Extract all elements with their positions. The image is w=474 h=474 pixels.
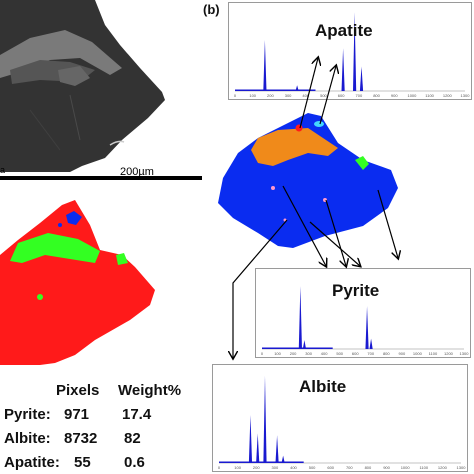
spectrum-tick-label: 1300 — [460, 351, 470, 356]
spectrum-baseline — [219, 461, 304, 463]
spectrum-tick-label: 900 — [391, 93, 398, 98]
table-header-weight: Weight% — [118, 382, 182, 399]
scale-bar-line — [0, 176, 202, 180]
arrow-pyrite-4 — [377, 189, 398, 258]
spectrum-tick-label: 1300 — [461, 93, 471, 98]
spectrum-peak — [359, 66, 364, 91]
spectrum-peak — [341, 48, 345, 91]
arrow-pyrite-3 — [309, 221, 360, 266]
spectrum-tick-label: 100 — [249, 93, 256, 98]
spectrum-peak — [353, 12, 357, 92]
spectrum-tick-label: 1200 — [438, 465, 448, 470]
phase-region-orange — [251, 128, 338, 166]
spectrum-peak — [263, 375, 267, 463]
spectrum-peak — [248, 415, 253, 463]
spectrum-tick-label: 100 — [274, 351, 281, 356]
table-row-mineral: Pyrite: — [4, 406, 51, 423]
spectrum-tick-label: 800 — [383, 351, 390, 356]
spectrum-tick-label: 1000 — [413, 351, 423, 356]
spectrum-tick-label: 1000 — [407, 93, 417, 98]
spectrum-tick-label: 800 — [365, 465, 372, 470]
spectrum-tick-label: 500 — [336, 351, 343, 356]
spectrum-tick-label: 200 — [267, 93, 274, 98]
table-row-weight: 82 — [124, 430, 141, 447]
spectrum-tick-label: 1200 — [443, 93, 453, 98]
spectrum-tick-label: 400 — [321, 351, 328, 356]
table-row-weight: 0.6 — [124, 454, 145, 471]
sem-grain-image — [0, 0, 165, 172]
spectrum-tick-label: 0 — [234, 93, 237, 98]
spectrum-tick-label: 300 — [272, 465, 279, 470]
spectrum-tick-label: 500 — [309, 465, 316, 470]
spectrum-tick-label: 700 — [346, 465, 353, 470]
spectrum-tick-label: 700 — [356, 93, 363, 98]
scale-bar-label: 200µm — [120, 166, 154, 178]
spectrum-tick-label: 1100 — [425, 93, 434, 98]
arrow-pyrite-1 — [282, 185, 326, 266]
table-header-pixels: Pixels — [56, 382, 100, 399]
phase-map-center — [218, 113, 398, 248]
spectrum-tick-label: 700 — [367, 351, 374, 356]
spectrum-albite-title: Albite — [299, 377, 347, 396]
spectrum-apatite: 0 100 200 300 400 500 600 700 800 900 1000 1100 1200… — [228, 2, 472, 100]
spectrum-tick-label: 400 — [302, 93, 309, 98]
spectrum-tick-label: 200 — [253, 465, 260, 470]
spectrum-pyrite-title: Pyrite — [332, 281, 380, 300]
spectrum-tick-label: 800 — [373, 93, 380, 98]
spectrum-tick-label: 900 — [383, 465, 390, 470]
arrow-pyrite-2 — [325, 199, 346, 266]
spectrum-tick-label: 400 — [290, 465, 297, 470]
spectrum-tick-label: 1100 — [419, 465, 428, 470]
table-row-pixels: 8732 — [64, 430, 98, 447]
spectrum-tick-label: 1000 — [401, 465, 411, 470]
spectrum-tick-label: 600 — [327, 465, 334, 470]
spectrum-tick-label: 500 — [320, 93, 327, 98]
spectrum-tick-label: 300 — [285, 93, 292, 98]
spectrum-tick-label: 100 — [234, 465, 241, 470]
spectrum-peak — [263, 40, 267, 91]
spectrum-peak — [302, 340, 307, 349]
spectrum-tick-label: 0 — [261, 351, 264, 356]
spectrum-baseline — [235, 89, 316, 91]
spectrum-peak — [365, 306, 369, 349]
spectrum-tick-label: 900 — [399, 351, 406, 356]
arrow-to-apatite-2 — [319, 66, 336, 125]
table-row-weight: 17.4 — [122, 406, 152, 423]
spectrum-tick-label: 0 — [218, 465, 221, 470]
spectrum-tick-label: 600 — [352, 351, 359, 356]
spectrum-peak — [298, 286, 302, 349]
spectrum-tick-label: 600 — [338, 93, 345, 98]
table-row-mineral: Apatite: — [4, 454, 60, 471]
spectrum-tick-label: 200 — [290, 351, 297, 356]
phase-region-green — [10, 233, 100, 263]
spectrum-tick-label: 300 — [305, 351, 312, 356]
arrow-to-albite — [233, 219, 288, 358]
table-row-pixels: 55 — [74, 454, 91, 471]
table-row-mineral: Albite: — [4, 430, 51, 447]
scale-bar-left-label: a — [0, 165, 6, 175]
spectrum-tick-label: 1300 — [457, 465, 467, 470]
table-row-pixels: 971 — [64, 406, 90, 423]
spectrum-peak — [369, 338, 373, 349]
spectrum-peak — [256, 433, 260, 463]
spectrum-peak — [281, 455, 285, 463]
spectrum-apatite-title: Apatite — [315, 21, 373, 40]
spectrum-tick-label: 1100 — [429, 351, 438, 356]
phase-map-left — [0, 200, 155, 365]
spectrum-tick-label: 1200 — [444, 351, 454, 356]
spectrum-baseline — [262, 347, 333, 349]
spectrum-pyrite: 0 100 200 300 400 500 600 700 800 900 1000 1100 1200… — [255, 268, 471, 358]
panel-b-label: (b) — [203, 2, 220, 17]
arrow-to-apatite-1 — [299, 58, 318, 129]
spectrum-albite: 0 100 200 300 400 500 600 700 800 900 1000 1100 1200… — [212, 364, 468, 472]
spectrum-peak — [275, 435, 279, 463]
